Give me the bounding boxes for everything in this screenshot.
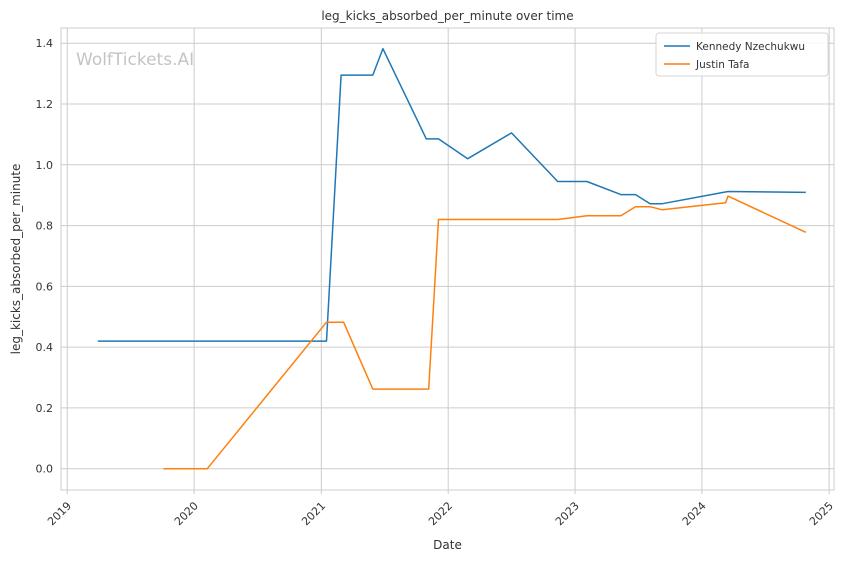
y-axis-label: leg_kicks_absorbed_per_minute [9, 164, 23, 355]
plot-background [61, 28, 834, 490]
x-tick-label: 2020 [172, 499, 201, 528]
grid-lines [61, 28, 834, 490]
x-tick-label: 2019 [45, 499, 74, 528]
x-axis: 2019 2020 2021 2022 2023 2024 2025 [45, 490, 836, 528]
y-tick-label: 1.2 [36, 98, 54, 111]
legend-box [655, 32, 829, 77]
x-axis-label: Date [433, 538, 462, 552]
x-tick-label: 2023 [553, 499, 582, 528]
y-tick-label: 1.0 [36, 159, 54, 172]
x-tick-label: 2021 [299, 499, 328, 528]
y-tick-label: 1.4 [36, 37, 54, 50]
series-line-0 [97, 47, 806, 342]
series-line-1 [163, 195, 807, 470]
series-layer [97, 47, 807, 470]
chart-title: leg_kicks_absorbed_per_minute over time [321, 9, 573, 23]
legend: Kennedy Nzechukwu Justin Tafa [655, 32, 829, 77]
y-tick-label: 0.6 [36, 280, 54, 293]
watermark: WolfTickets.AI [76, 50, 194, 70]
legend-label-0: Kennedy Nzechukwu [696, 41, 805, 53]
x-tick-label: 2024 [680, 499, 709, 528]
y-tick-label: 0.8 [36, 220, 54, 233]
y-tick-label: 0.0 [36, 463, 54, 476]
plot-frame [60, 27, 835, 491]
y-axis: 0.0 0.2 0.4 0.6 0.8 1.0 1.2 1.4 [36, 37, 54, 476]
y-tick-label: 0.2 [36, 402, 54, 415]
y-tick-label: 0.4 [36, 341, 54, 354]
x-tick-label: 2022 [426, 499, 455, 528]
x-tick-label: 2025 [807, 499, 836, 528]
legend-label-1: Justin Tafa [695, 59, 750, 71]
